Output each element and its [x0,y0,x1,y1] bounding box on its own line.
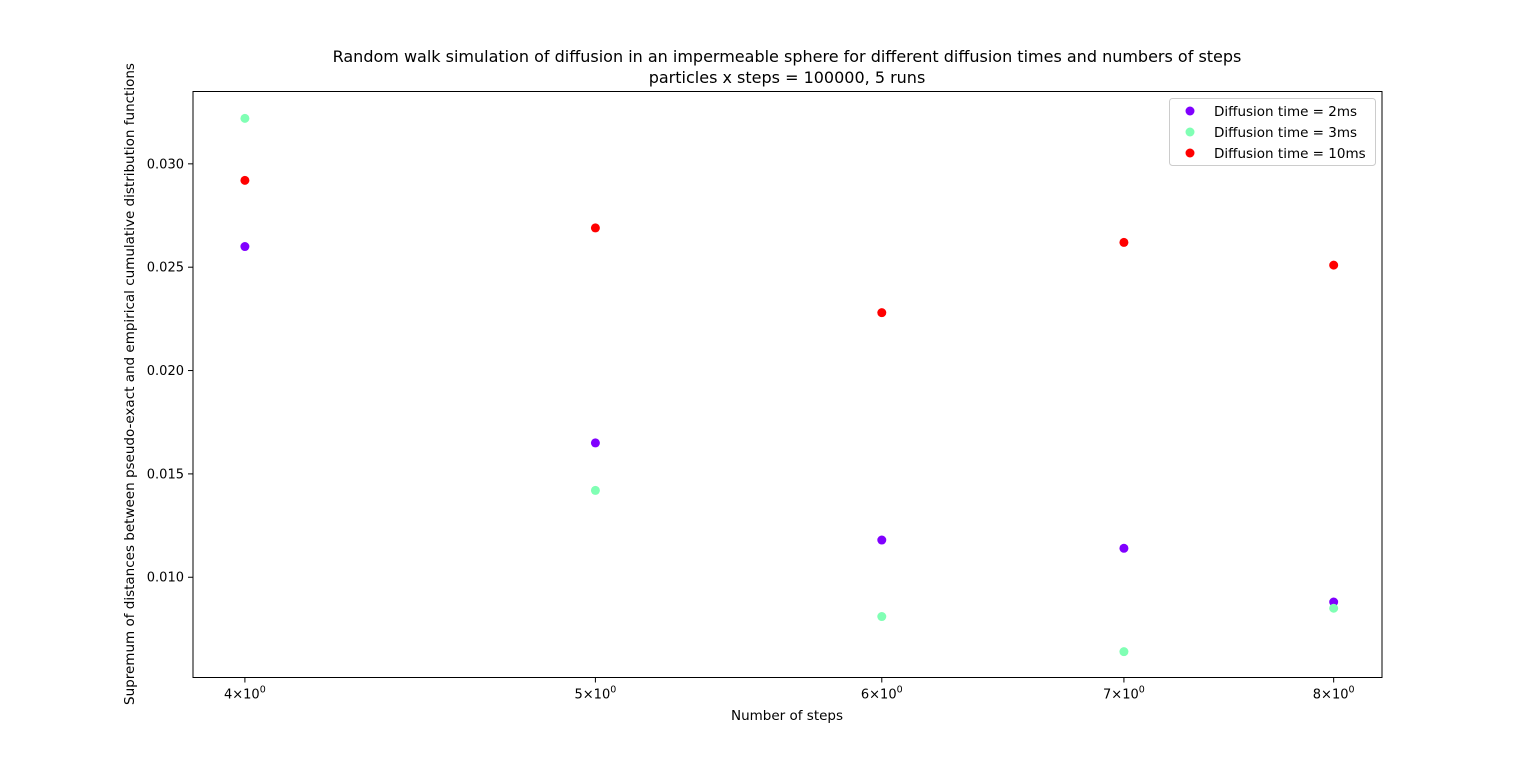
data-point-series-3 [1119,237,1129,247]
data-point-series-3 [877,308,887,318]
x-tick-label: 7×100 [1103,685,1145,703]
x-tick-label: 8×100 [1313,685,1355,703]
data-points [240,113,1339,657]
legend-label-series-2: Diffusion time = 3ms [1214,125,1357,141]
legend-marker-series-1 [1185,106,1195,116]
legend-label-series-3: Diffusion time = 10ms [1214,146,1366,162]
data-point-series-2 [877,612,887,622]
y-tick-label: 0.025 [147,261,184,276]
x-axis-label: Number of steps [731,708,843,724]
chart-subtitle: particles x steps = 100000, 5 runs [649,68,926,87]
data-point-series-2 [1329,603,1339,613]
data-point-series-3 [1329,260,1339,270]
data-point-series-1 [590,438,600,448]
legend-box [1169,98,1376,166]
y-tick-label: 0.015 [147,467,184,482]
data-point-series-1 [1119,543,1129,553]
data-point-series-1 [877,535,887,545]
legend-marker-series-2 [1185,127,1195,137]
legend-label-series-1: Diffusion time = 2ms [1214,104,1357,120]
y-axis-label: Supremum of distances between pseudo-exa… [122,63,138,705]
chart-title: Random walk simulation of diffusion in a… [333,47,1242,66]
data-point-series-1 [1329,597,1339,607]
data-point-series-2 [1119,647,1129,657]
x-tick-label: 6×100 [861,685,903,703]
data-point-series-1 [240,242,250,252]
legend: Diffusion time = 2ms Diffusion time = 3ms… [1169,98,1376,166]
data-point-series-2 [240,113,250,123]
x-tick-label: 4×100 [224,685,266,703]
x-tick-label: 5×100 [575,685,617,703]
y-tick-label: 0.020 [147,364,184,379]
y-axis-ticks: 0.010 0.015 0.020 0.025 0.030 [147,157,193,586]
y-tick-label: 0.010 [147,571,184,586]
data-point-series-3 [590,223,600,233]
plot-frame [192,91,1383,678]
data-point-series-2 [590,485,600,495]
legend-marker-series-3 [1185,148,1195,158]
x-axis-ticks: 4×100 5×100 6×100 7×100 8×100 [224,677,1355,703]
y-tick-label: 0.030 [147,157,184,172]
data-point-series-3 [240,175,250,185]
